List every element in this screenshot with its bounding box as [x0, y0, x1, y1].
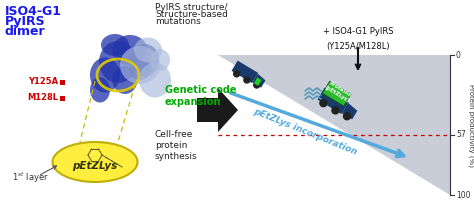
- Polygon shape: [252, 74, 265, 88]
- Text: Proteins
(pEtZLys): Proteins (pEtZLys): [324, 79, 354, 103]
- Ellipse shape: [139, 63, 171, 97]
- Circle shape: [320, 100, 327, 107]
- Polygon shape: [231, 61, 258, 83]
- Ellipse shape: [99, 41, 137, 83]
- Ellipse shape: [150, 49, 170, 71]
- Circle shape: [254, 82, 260, 88]
- Polygon shape: [318, 88, 348, 114]
- Text: ISO4-G1: ISO4-G1: [5, 5, 62, 18]
- Circle shape: [244, 77, 250, 83]
- Text: Cell-free
protein
synthesis: Cell-free protein synthesis: [155, 130, 198, 161]
- Bar: [60, 80, 65, 85]
- Text: Structure-based: Structure-based: [155, 10, 228, 19]
- Text: Genetic code
expansion: Genetic code expansion: [165, 85, 237, 107]
- Text: + ISO4-G1 PyIRS: + ISO4-G1 PyIRS: [323, 27, 393, 36]
- Text: PyIRS: PyIRS: [5, 15, 46, 28]
- Text: 1$^{st}$ layer: 1$^{st}$ layer: [12, 171, 49, 185]
- Circle shape: [344, 113, 351, 120]
- Ellipse shape: [101, 34, 129, 56]
- Ellipse shape: [134, 38, 162, 63]
- Ellipse shape: [112, 66, 137, 94]
- Text: (Y125A/M128L): (Y125A/M128L): [326, 42, 390, 51]
- Text: 0: 0: [456, 50, 461, 59]
- Text: 100: 100: [456, 190, 471, 199]
- Polygon shape: [322, 81, 351, 106]
- Text: 57: 57: [456, 130, 466, 139]
- Text: mutations: mutations: [155, 17, 201, 26]
- Ellipse shape: [90, 58, 120, 92]
- Circle shape: [234, 71, 240, 77]
- Circle shape: [332, 107, 339, 114]
- Ellipse shape: [53, 142, 137, 182]
- Ellipse shape: [90, 77, 110, 102]
- Polygon shape: [342, 103, 357, 119]
- Text: dimer: dimer: [5, 25, 46, 38]
- Polygon shape: [197, 88, 238, 132]
- Ellipse shape: [129, 60, 151, 80]
- Ellipse shape: [131, 44, 159, 76]
- Text: Protein productivity (%): Protein productivity (%): [468, 84, 474, 167]
- Polygon shape: [254, 77, 262, 86]
- Text: pEtZLys: pEtZLys: [73, 161, 118, 171]
- Ellipse shape: [120, 46, 160, 84]
- Text: pEtZLys incorporation: pEtZLys incorporation: [252, 107, 358, 157]
- Bar: [60, 96, 65, 101]
- Ellipse shape: [112, 35, 147, 65]
- Text: PyIRS structure/: PyIRS structure/: [155, 3, 228, 12]
- Text: Y125A: Y125A: [28, 77, 58, 87]
- Polygon shape: [218, 55, 450, 195]
- Text: M128L: M128L: [27, 93, 58, 102]
